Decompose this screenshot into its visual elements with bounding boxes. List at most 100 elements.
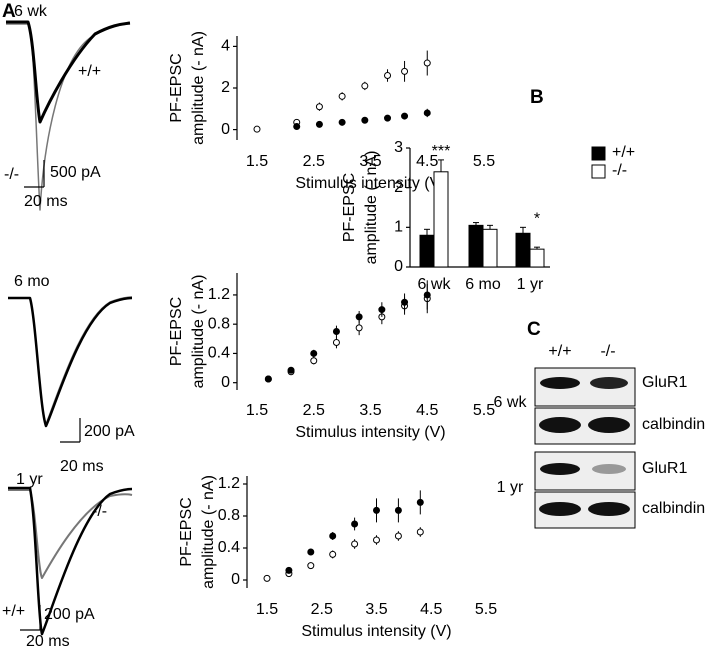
x-tick-label: 4.5 xyxy=(416,153,438,170)
x-tick-label: 4.5 xyxy=(420,601,442,618)
legend-swatch xyxy=(591,146,606,161)
point xyxy=(378,306,386,314)
point xyxy=(373,536,380,544)
trace xyxy=(8,296,133,428)
scale-label: 20 ms xyxy=(26,633,70,650)
y-axis-label: PF-EPSC xyxy=(341,173,358,242)
trace-label: +/+ xyxy=(78,63,101,80)
trace xyxy=(6,20,131,124)
trace xyxy=(8,296,133,425)
x-tick-label: 1.5 xyxy=(246,153,268,170)
x-tick-label: 5.5 xyxy=(475,601,497,618)
y-tick-label: 0.8 xyxy=(218,507,240,524)
scale-label: 200 pA xyxy=(44,606,95,623)
y-tick-label: 0 xyxy=(221,374,230,391)
x-tick-label: 3.5 xyxy=(359,153,381,170)
genotype: -/- xyxy=(600,343,615,360)
trace-label: 6 wk xyxy=(14,3,48,20)
trace-label: +/+ xyxy=(2,603,25,620)
band xyxy=(590,377,628,389)
band-label: calbindin xyxy=(642,500,705,517)
bar xyxy=(515,232,531,268)
trace xyxy=(6,23,131,211)
point xyxy=(401,67,409,75)
point xyxy=(355,313,363,321)
point xyxy=(253,125,261,133)
trace-label: -/- xyxy=(4,166,19,183)
point xyxy=(307,562,315,570)
x-tick-label: 2.5 xyxy=(303,153,325,170)
bar xyxy=(529,248,545,268)
point xyxy=(263,574,271,582)
legend-label: -/- xyxy=(612,162,627,179)
y-tick-label: 2 xyxy=(221,79,230,96)
point xyxy=(351,520,359,528)
y-axis-label: amplitude (- nA) xyxy=(190,275,207,389)
x-tick-label: 1.5 xyxy=(256,601,278,618)
point xyxy=(355,324,363,332)
point xyxy=(338,118,346,126)
annotation: *** xyxy=(432,143,451,160)
trace-label: -/- xyxy=(92,503,107,520)
y-tick-label: 1 xyxy=(394,219,403,236)
point xyxy=(416,528,424,536)
panel-label: C xyxy=(527,319,541,340)
band xyxy=(588,417,630,433)
point xyxy=(423,291,431,299)
bar xyxy=(433,171,449,268)
point xyxy=(423,109,431,117)
point xyxy=(307,548,315,556)
bar xyxy=(468,224,484,268)
y-axis-label: PF-EPSC xyxy=(168,53,185,122)
x-tick-label: 3.5 xyxy=(365,601,387,618)
y-tick-label: 3 xyxy=(394,139,403,156)
point xyxy=(264,375,272,383)
x-tick-label: 6 mo xyxy=(465,276,501,293)
x-tick-label: 3.5 xyxy=(359,402,381,419)
point xyxy=(416,498,424,506)
point xyxy=(329,550,337,558)
point xyxy=(394,506,402,514)
age-label: 1 yr xyxy=(497,479,524,496)
y-tick-label: 0.4 xyxy=(208,345,230,362)
point xyxy=(332,338,340,346)
annotation: * xyxy=(534,211,540,228)
y-tick-label: 0 xyxy=(231,571,240,588)
point xyxy=(310,349,318,357)
trace-label: 6 mo xyxy=(14,273,50,290)
x-tick-label: 5.5 xyxy=(473,153,495,170)
band xyxy=(588,502,630,516)
point xyxy=(287,366,295,374)
point xyxy=(315,103,323,111)
scale-label: 20 ms xyxy=(24,193,68,210)
y-tick-label: 1.2 xyxy=(218,475,240,492)
y-axis-label: PF-EPSC xyxy=(178,497,195,566)
point xyxy=(373,506,380,514)
point xyxy=(338,92,346,100)
bar xyxy=(419,234,435,268)
point xyxy=(361,116,369,124)
x-tick-label: 2.5 xyxy=(303,402,325,419)
y-axis-label: PF-EPSC xyxy=(168,297,185,366)
point xyxy=(285,566,293,574)
point xyxy=(384,114,392,122)
y-axis-label: amplitude (- nA) xyxy=(190,31,207,145)
point xyxy=(361,82,369,90)
y-tick-label: 2 xyxy=(394,179,403,196)
bar xyxy=(482,228,498,268)
trace-6wk: 6 wk +/+ -/- 500 pA 20 ms xyxy=(4,3,131,211)
y-axis-label: amplitude (- nA) xyxy=(200,475,217,589)
panel-label: B xyxy=(530,87,544,108)
scale-label: 500 pA xyxy=(50,164,101,181)
trace-label: 1 yr xyxy=(16,471,43,488)
point xyxy=(293,122,301,130)
legend-label: +/+ xyxy=(612,144,635,161)
point xyxy=(310,357,318,365)
band-label: calbindin xyxy=(642,416,705,433)
point xyxy=(332,328,340,335)
scale-label: 20 ms xyxy=(60,458,104,475)
panel-label: A xyxy=(2,1,16,22)
x-tick-label: 4.5 xyxy=(416,402,438,419)
x-axis-label: Stimulus intensity (V) xyxy=(295,424,445,441)
